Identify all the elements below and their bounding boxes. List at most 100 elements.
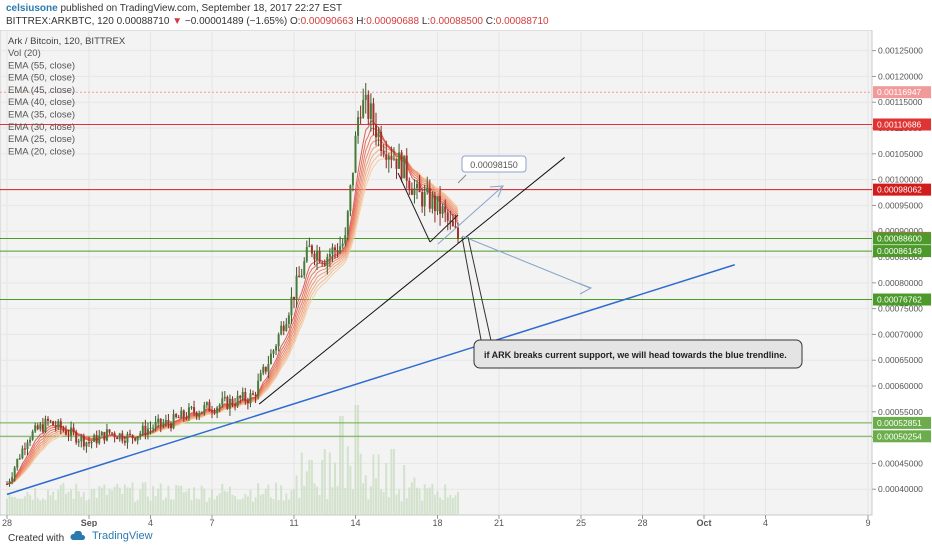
last-price: 0.00088710: [116, 16, 170, 27]
volume-bar: [382, 492, 385, 515]
legend-item[interactable]: EMA (45, close): [8, 85, 75, 96]
legend-item[interactable]: EMA (20, close): [8, 146, 75, 157]
candle-body: [70, 427, 73, 436]
open-value: 0.00090663: [300, 16, 354, 27]
price-callout[interactable]: 0.00098150: [457, 155, 527, 184]
black-trendline[interactable]: [258, 157, 565, 405]
candle-body: [267, 364, 270, 372]
volume-bar: [121, 493, 124, 515]
candle-body: [108, 429, 111, 433]
volume-bar: [216, 495, 219, 515]
volume-bar: [439, 497, 442, 515]
volume-bar: [208, 497, 211, 515]
candle-body: [369, 103, 372, 119]
candle-body: [387, 156, 390, 160]
volume-bar: [249, 490, 252, 515]
volume-bar: [390, 449, 393, 515]
candle-body: [310, 245, 313, 254]
volume-bar: [405, 498, 408, 515]
change-text: −0.00001489 (−1.65%): [184, 16, 288, 27]
legend-item[interactable]: EMA (25, close): [8, 134, 75, 145]
y-tick-label: 0.00115000: [878, 97, 923, 107]
note-annotation[interactable]: if ARK breaks current support, we will h…: [461, 236, 803, 369]
projection-arrows[interactable]: [397, 172, 593, 295]
candle-body: [416, 183, 418, 189]
legend-item[interactable]: EMA (55, close): [8, 60, 75, 71]
volume-bar: [129, 487, 131, 515]
volume-bar: [141, 482, 144, 515]
low-value: 0.00088500: [430, 16, 483, 27]
candle-body: [313, 253, 316, 260]
candle-body: [249, 393, 252, 404]
candle-body: [72, 427, 75, 432]
volume-bar: [375, 478, 377, 515]
volume-bar: [85, 500, 88, 515]
level-price-tag[interactable]: [873, 430, 931, 443]
candle-body: [77, 441, 80, 443]
drawn-line-2[interactable]: [429, 214, 459, 243]
down-triangle-icon: ▼: [172, 16, 183, 27]
volume-bar: [100, 487, 103, 515]
candle-body: [239, 395, 242, 399]
candle-body: [331, 247, 334, 255]
volume-bar: [344, 487, 347, 515]
down-arrow-line[interactable]: [461, 235, 591, 289]
volume-bar: [90, 489, 93, 515]
trendlines[interactable]: [6, 157, 735, 496]
volume-bar: [303, 486, 306, 515]
level-price-tag[interactable]: [873, 245, 931, 258]
level-price-tag[interactable]: [873, 293, 931, 306]
up-arrow-line[interactable]: [437, 186, 503, 245]
candle-body: [177, 417, 180, 419]
volume-bar: [272, 498, 275, 515]
legend-item[interactable]: EMA (50, close): [8, 73, 75, 84]
volume-bar: [149, 500, 152, 515]
candle-body: [211, 411, 213, 413]
candle-body: [375, 124, 377, 138]
legend-item[interactable]: Vol (20): [8, 48, 41, 59]
note-text: if ARK breaks current support, we will h…: [484, 350, 787, 360]
legend-item[interactable]: EMA (30, close): [8, 122, 75, 133]
volume-bar: [364, 475, 367, 515]
author-name[interactable]: celsiusone: [6, 3, 58, 14]
drawn-line-1[interactable]: [397, 172, 431, 243]
tradingview-logo[interactable]: TradingView: [70, 530, 153, 542]
candle-body: [426, 187, 429, 192]
price-chart[interactable]: 0.00098150 if ARK breaks current support…: [0, 30, 932, 527]
candle-body: [321, 262, 324, 264]
level-price-tag[interactable]: [873, 118, 931, 131]
level-price-tag[interactable]: [873, 183, 931, 196]
level-price-tag[interactable]: [873, 86, 931, 99]
volume-bar: [346, 446, 349, 515]
candle-body: [67, 434, 70, 436]
candle-body: [11, 477, 14, 482]
volume-bar: [226, 491, 229, 515]
legend-item[interactable]: EMA (40, close): [8, 97, 75, 108]
level-price-tag[interactable]: [873, 416, 931, 429]
volume-bar: [436, 491, 439, 515]
candle-body: [121, 433, 124, 441]
plot-area[interactable]: [0, 30, 873, 516]
candles: [6, 83, 459, 487]
close-label: C:: [485, 16, 496, 27]
legend-item[interactable]: EMA (35, close): [8, 110, 75, 121]
x-tick-label: Sep: [81, 518, 98, 527]
volume-bar: [262, 493, 265, 515]
price-axis[interactable]: 0.001250000.001200000.001150000.00110000…: [872, 46, 931, 495]
candle-body: [62, 428, 65, 431]
candle-body: [8, 481, 11, 485]
time-axis[interactable]: 28 Sep 4 7 11 14 18 21 25 28 Oct 4 9: [2, 515, 871, 527]
blue-trendline[interactable]: [6, 264, 735, 496]
candle-body: [113, 433, 116, 438]
level-price-tag[interactable]: [873, 232, 931, 245]
candle-body: [23, 448, 26, 450]
volume-bar: [118, 487, 121, 515]
candle-body: [454, 226, 457, 228]
volume-bar: [187, 488, 190, 515]
candle-body: [29, 439, 32, 443]
candle-body: [367, 94, 370, 119]
volume-bar: [449, 494, 452, 515]
candle-body: [398, 152, 401, 169]
candle-body: [446, 212, 449, 221]
